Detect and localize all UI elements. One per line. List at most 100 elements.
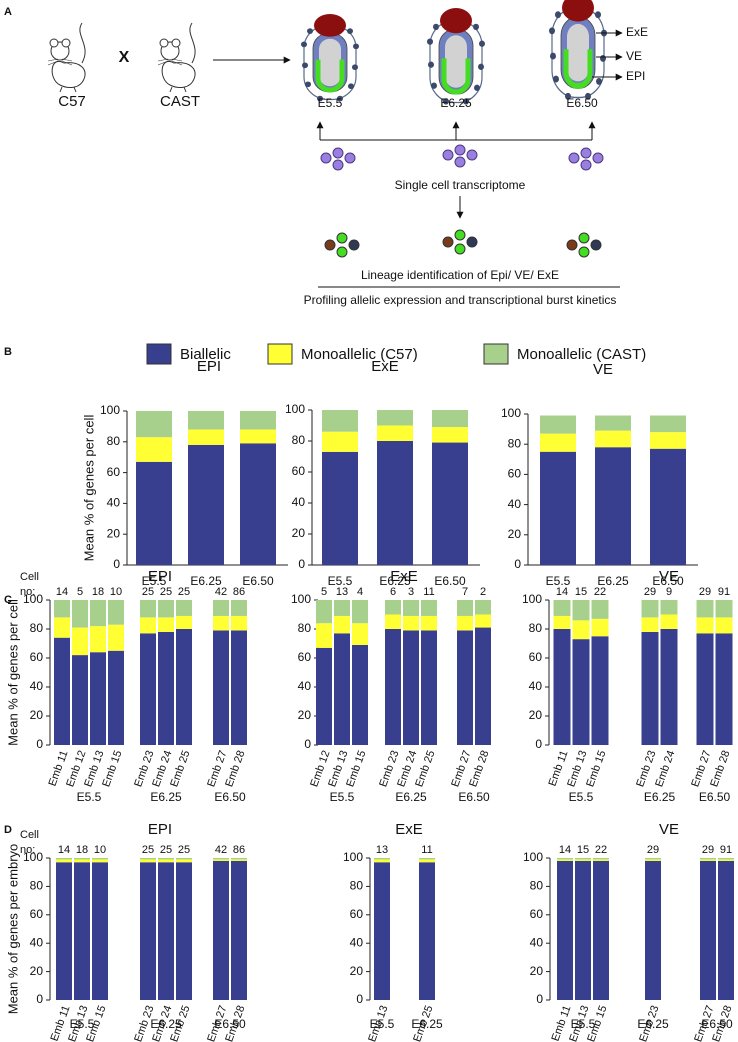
y-tick-label: 100 bbox=[343, 850, 363, 864]
bar-segment bbox=[188, 429, 224, 445]
y-tick-label: 60 bbox=[508, 467, 522, 481]
bar-segment bbox=[403, 600, 419, 616]
bar-segment bbox=[595, 447, 631, 565]
bar-segment bbox=[715, 617, 733, 634]
bar-segment bbox=[641, 600, 659, 618]
stage-label: E6.25 bbox=[440, 96, 472, 110]
bar-segment bbox=[231, 600, 247, 616]
bar-segment bbox=[553, 629, 571, 745]
bar-segment bbox=[158, 862, 174, 1000]
y-tick-label: 80 bbox=[350, 879, 364, 893]
cell-count: 22 bbox=[594, 586, 606, 598]
group-label: E6.25 bbox=[411, 1017, 443, 1031]
bar-segment bbox=[540, 415, 576, 434]
legend-swatch bbox=[483, 343, 509, 365]
y-tick-label: 40 bbox=[298, 679, 312, 693]
bar-segment bbox=[715, 633, 733, 745]
cell-count: 14 bbox=[58, 844, 70, 856]
y-tick-label: 20 bbox=[30, 964, 44, 978]
bar-segment bbox=[591, 636, 609, 745]
bar-segment bbox=[231, 860, 247, 1000]
bar-segment bbox=[575, 860, 591, 1000]
bar-segment bbox=[475, 600, 491, 615]
bar-segment bbox=[231, 630, 247, 745]
cell-cluster bbox=[324, 232, 360, 258]
cross-label: X bbox=[119, 49, 130, 66]
y-tick-label: 80 bbox=[298, 621, 312, 635]
bar-segment bbox=[231, 858, 247, 860]
bar-segment bbox=[92, 859, 108, 863]
bar-segment bbox=[572, 620, 590, 640]
chart-title: ExE bbox=[371, 358, 399, 375]
cell-count: 5 bbox=[321, 586, 327, 598]
cell-count: 14 bbox=[559, 844, 571, 856]
bar-segment bbox=[176, 858, 192, 860]
bar-segment bbox=[176, 629, 192, 745]
bar-segment bbox=[377, 425, 413, 441]
bar-segment bbox=[322, 451, 358, 565]
bar-segment bbox=[432, 410, 468, 428]
y-tick-label: 80 bbox=[530, 879, 544, 893]
cell-count: 3 bbox=[408, 586, 414, 598]
bar-segment bbox=[92, 858, 108, 860]
bar-segment bbox=[696, 600, 714, 618]
y-tick-label: 100 bbox=[523, 850, 543, 864]
bar-segment bbox=[72, 600, 88, 628]
bar-segment bbox=[385, 600, 401, 615]
chart-title: EPI bbox=[148, 568, 172, 585]
x-tick-label: E5.5 bbox=[142, 574, 167, 588]
group-label: E6.50 bbox=[214, 790, 246, 804]
cell-count: 6 bbox=[390, 586, 396, 598]
panel-label: A bbox=[4, 6, 12, 18]
bar-segment bbox=[334, 600, 350, 616]
embryo bbox=[427, 8, 485, 105]
bar-segment bbox=[213, 859, 229, 861]
bar-segment bbox=[557, 860, 573, 1000]
bar-segment bbox=[421, 615, 437, 631]
cell-count: 25 bbox=[142, 844, 154, 856]
y-tick-label: 100 bbox=[522, 592, 542, 606]
y-tick-label: 60 bbox=[292, 464, 306, 478]
bar-segment bbox=[641, 631, 659, 745]
bar-segment bbox=[696, 617, 714, 634]
y-tick-label: 0 bbox=[298, 557, 305, 571]
bar-segment bbox=[213, 858, 229, 860]
bar-segment bbox=[575, 858, 591, 860]
bar-segment bbox=[108, 650, 124, 745]
bar-segment bbox=[377, 410, 413, 426]
bar-segment bbox=[660, 629, 678, 745]
chart-title: ExE bbox=[395, 821, 423, 838]
y-tick-label: 0 bbox=[36, 992, 43, 1006]
bar-segment bbox=[432, 442, 468, 565]
y-tick-label: 20 bbox=[107, 526, 121, 540]
group-label: E6.50 bbox=[701, 1017, 733, 1031]
chart-title: VE bbox=[659, 821, 679, 838]
y-tick-label: 40 bbox=[30, 935, 44, 949]
bar-segment bbox=[108, 624, 124, 651]
bar-segment bbox=[553, 615, 571, 629]
cell-cluster bbox=[566, 232, 602, 258]
bar-segment bbox=[700, 859, 716, 861]
bar-segment bbox=[56, 858, 72, 860]
cell-count: 13 bbox=[336, 586, 348, 598]
bar-segment bbox=[696, 633, 714, 745]
x-tick-label: E6.25 bbox=[597, 574, 629, 588]
step-label: Profiling allelic expression and transcr… bbox=[304, 293, 617, 307]
y-tick-label: 60 bbox=[107, 465, 121, 479]
y-tick-label: 20 bbox=[292, 526, 306, 540]
bar-segment bbox=[575, 859, 591, 861]
bar-segment bbox=[557, 858, 573, 860]
bar-segment bbox=[403, 630, 419, 745]
bar-segment bbox=[595, 430, 631, 448]
cell-count: 11 bbox=[421, 844, 432, 856]
cell-count: 42 bbox=[215, 586, 227, 598]
x-tick-label: E5.5 bbox=[328, 574, 353, 588]
mouse-icon bbox=[157, 22, 196, 93]
y-tick-label: 20 bbox=[350, 964, 364, 978]
bar-segment bbox=[158, 631, 174, 745]
bar-segment bbox=[432, 427, 468, 443]
bar-segment bbox=[645, 860, 661, 1000]
bar-segment bbox=[90, 652, 106, 745]
bar-segment bbox=[475, 627, 491, 745]
y-tick-label: 60 bbox=[530, 907, 544, 921]
